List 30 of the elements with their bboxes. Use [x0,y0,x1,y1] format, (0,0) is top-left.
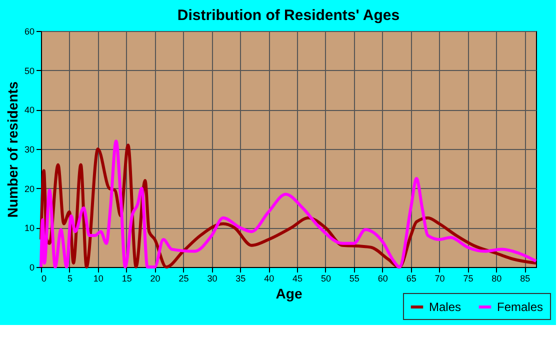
x-tick-label: 20 [150,274,160,284]
x-tick-label: 10 [93,274,104,284]
x-tick-label: 85 [520,274,530,284]
x-tick-label: 45 [292,274,303,284]
x-tick-label: 35 [236,274,246,284]
x-tick-label: 65 [406,274,416,284]
x-axis-title: Age [276,286,302,302]
x-tick-label: 5 [67,274,72,284]
x-tick-label: 15 [122,274,132,284]
y-tick-label: 50 [24,66,34,76]
x-tick-label: 70 [434,274,445,284]
x-tick-label: 75 [463,274,474,284]
x-tick-label: 80 [492,274,502,284]
y-tick-label: 30 [24,144,34,154]
x-tick-label: 50 [320,274,331,284]
y-tick-label: 0 [29,262,34,272]
y-tick-label: 60 [24,26,34,36]
y-axis-title: Number of residents [4,81,20,218]
x-tick-label: 55 [349,274,360,284]
x-tick-label: 60 [378,274,388,284]
x-tick-label: 30 [207,274,218,284]
y-tick-label: 20 [24,184,34,194]
legend-label: Females [497,300,544,314]
chart-title: Distribution of Residents' Ages [177,7,400,24]
x-tick-label: 25 [178,274,189,284]
x-tick-label: 0 [42,274,47,284]
y-tick-label: 40 [24,105,34,116]
y-tick-label: 10 [24,223,34,234]
legend-label: Males [429,300,462,314]
x-tick-label: 40 [264,274,274,284]
